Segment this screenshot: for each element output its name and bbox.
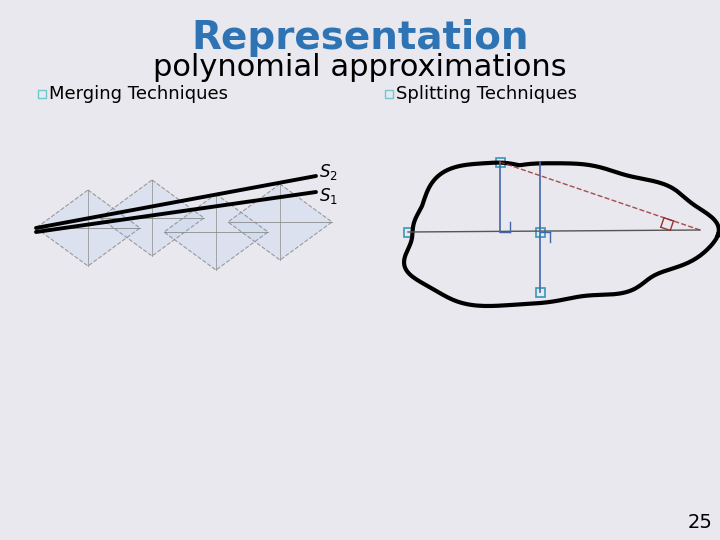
Bar (536, 287, 544, 296)
Polygon shape (100, 180, 204, 256)
Text: $S_1$: $S_1$ (319, 186, 338, 206)
Text: Merging Techniques: Merging Techniques (49, 85, 228, 103)
Text: Representation: Representation (192, 19, 528, 57)
Text: $S_2$: $S_2$ (319, 162, 338, 182)
Bar (536, 227, 544, 237)
Bar (38, 90, 46, 98)
Bar (385, 90, 393, 98)
Text: Splitting Techniques: Splitting Techniques (396, 85, 577, 103)
Bar (495, 158, 505, 166)
Bar (403, 227, 413, 237)
Polygon shape (36, 190, 140, 266)
Text: polynomial approximations: polynomial approximations (153, 53, 567, 83)
Text: 25: 25 (688, 512, 712, 531)
Polygon shape (164, 194, 268, 270)
Polygon shape (228, 184, 332, 260)
